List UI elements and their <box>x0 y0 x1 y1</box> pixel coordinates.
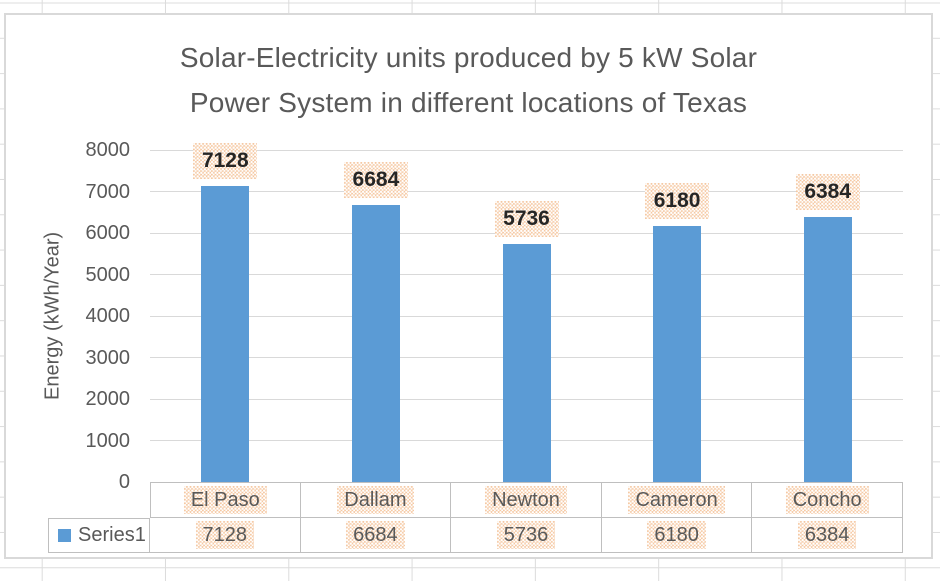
y-tick-label: 4000 <box>85 305 131 327</box>
category-cell-cameron: Cameron <box>601 482 753 518</box>
value-cell-concho: 6384 <box>752 517 903 553</box>
table-corner-cell <box>48 482 150 518</box>
value-cell-dallam: 6684 <box>300 517 452 553</box>
y-tick-label: 1000 <box>85 429 131 452</box>
series-color-swatch-icon <box>58 528 71 542</box>
chart-title-line-2: Power System in different locations of T… <box>189 87 748 118</box>
data-label-dallam: 6684 <box>343 161 408 198</box>
bar-el-paso[interactable] <box>201 186 250 482</box>
data-label-el-paso: 7128 <box>193 143 258 180</box>
value-label: 5736 <box>497 521 556 549</box>
value-label: 6684 <box>346 521 405 549</box>
data-table: El Paso Dallam Newton Cameron Concho Series1 7… <box>48 482 903 553</box>
plot-gridline <box>150 191 903 192</box>
data-label-concho: 6384 <box>795 174 860 211</box>
bar-concho[interactable] <box>803 217 852 482</box>
chart-object[interactable]: Solar-Electricity units produced by 5 kW… <box>4 13 933 559</box>
category-label: Cameron <box>628 486 724 514</box>
bar-dallam[interactable] <box>351 204 400 482</box>
value-label: 7128 <box>196 521 255 549</box>
category-cell-newton: Newton <box>451 482 602 518</box>
category-cell-concho: Concho <box>752 482 903 518</box>
plot-gridline <box>150 149 903 151</box>
y-tick-label: 3000 <box>85 346 131 369</box>
category-label: Dallam <box>337 486 413 514</box>
category-label: Concho <box>786 486 869 514</box>
y-tick-label: 2000 <box>85 388 131 410</box>
chart-title-line-1: Solar-Electricity units produced by 5 kW… <box>179 42 758 73</box>
value-cell-cameron: 6180 <box>601 517 753 553</box>
series-name: Series1 <box>78 523 146 546</box>
bar-newton[interactable] <box>502 243 551 482</box>
data-label-newton: 5736 <box>494 200 559 237</box>
category-cell-dallam: Dallam <box>300 482 452 518</box>
value-cell-newton: 5736 <box>451 517 602 553</box>
data-label-cameron: 6180 <box>645 182 710 219</box>
plot-area: 7128 6684 5736 6180 6384 <box>150 143 903 483</box>
chart-title: Solar-Electricity units produced by 5 kW… <box>4 35 933 125</box>
category-label: El Paso <box>184 486 267 514</box>
value-label: 6180 <box>647 521 706 549</box>
legend-cell: Series1 <box>48 517 150 553</box>
category-cell-el-paso: El Paso <box>150 482 301 518</box>
value-label: 6384 <box>798 521 857 549</box>
value-cell-el-paso: 7128 <box>150 517 301 553</box>
bar-cameron[interactable] <box>653 225 702 482</box>
y-tick-label: 6000 <box>85 222 131 244</box>
y-tick-label: 5000 <box>85 263 131 286</box>
y-tick-label: 0 <box>118 471 130 493</box>
category-label: Newton <box>485 486 567 514</box>
y-tick-label: 8000 <box>85 139 131 161</box>
y-tick-label: 7000 <box>85 180 131 203</box>
